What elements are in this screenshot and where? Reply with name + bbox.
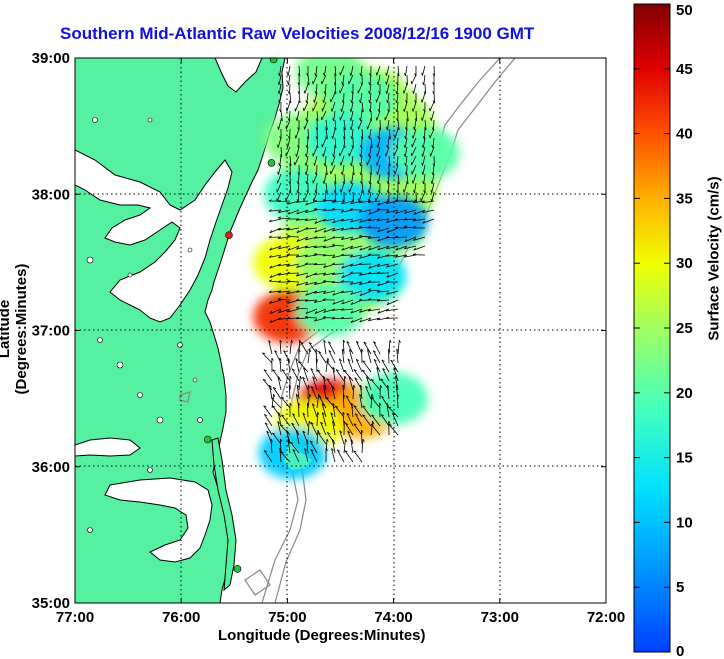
- chart-title: Southern Mid-Atlantic Raw Velocities 200…: [60, 24, 535, 43]
- station-marker: [267, 159, 276, 167]
- colorbar-tick-label: 20: [676, 385, 693, 402]
- colorbar-tick-label: 35: [676, 190, 693, 207]
- y-tick-label: 39:00: [32, 50, 70, 67]
- colorbar-tick-label: 40: [676, 126, 693, 143]
- x-tick-label: 76:00: [162, 609, 200, 626]
- x-axis-label: Longitude (Degrees:Minutes): [218, 627, 426, 644]
- plot-area: [75, 58, 606, 603]
- velocity-cell: [327, 72, 396, 125]
- colorbar-tick-label: 25: [676, 320, 693, 337]
- x-tick-label: 73:00: [481, 609, 519, 626]
- x-tick-label: 72:00: [587, 609, 625, 626]
- x-tick-label: 74:00: [374, 609, 412, 626]
- y-tick-label: 36:00: [32, 459, 70, 476]
- colorbar-tick-label: 15: [676, 450, 693, 467]
- y-tick-label: 37:00: [32, 323, 70, 340]
- colorbar-tick-label: 5: [676, 579, 684, 596]
- velocity-cell: [391, 127, 460, 180]
- colorbar-tick-label: 45: [676, 61, 693, 78]
- station-marker: [225, 231, 233, 239]
- velocity-cell: [359, 372, 428, 425]
- velocity-cell: [338, 250, 407, 302]
- colorbar-tick-label: 30: [676, 255, 693, 272]
- velocity-cell: [264, 168, 333, 221]
- station-markers: [203, 58, 278, 573]
- colorbar: 0 5 10 15 20 25 30 35 40 45 50: [633, 2, 693, 659]
- colorbar-tick-label: 10: [676, 514, 693, 531]
- velocity-arrows: [262, 65, 436, 463]
- colorbar-tick-label: 0: [676, 643, 684, 659]
- y-tick-label: 38:00: [32, 186, 70, 203]
- station-marker: [269, 58, 278, 64]
- station-marker: [203, 435, 212, 444]
- x-tick-label: 77:00: [56, 609, 94, 626]
- colorbar-tick-label: 50: [676, 2, 693, 19]
- velocity-cell: [306, 113, 375, 166]
- x-tick-label: 75:00: [268, 609, 306, 626]
- velocity-cell: [295, 284, 364, 337]
- grid-lines: [75, 58, 606, 603]
- y-axis-label: Latitude (Degrees:Minutes): [0, 263, 30, 395]
- station-marker: [233, 565, 242, 573]
- colorbar-label: Surface Velocity (cm/s): [705, 176, 723, 341]
- y-tick-label: 35:00: [32, 595, 70, 612]
